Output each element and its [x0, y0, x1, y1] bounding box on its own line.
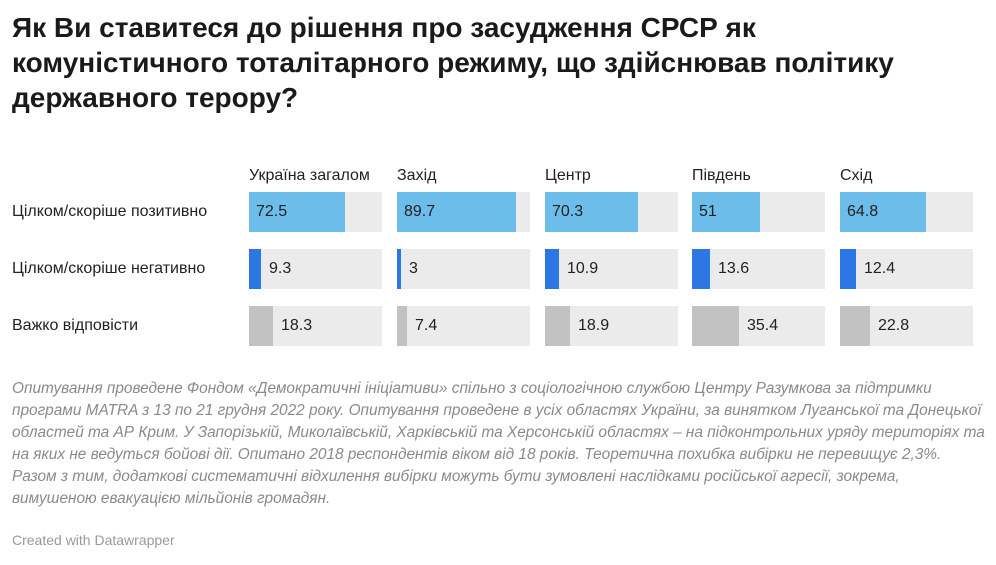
- bar: [397, 306, 407, 346]
- bar: [397, 192, 516, 232]
- bar: [545, 306, 570, 346]
- value-label: 64.8: [847, 203, 879, 220]
- bar: [692, 249, 710, 289]
- bar-cell: 22.8: [840, 306, 973, 346]
- bar: [249, 306, 273, 346]
- value-label: 10.9: [567, 260, 599, 277]
- column-header: Схід: [840, 167, 873, 184]
- bar-cell: 35.4: [692, 306, 825, 346]
- bar-cell: 70.3: [545, 192, 678, 232]
- bar: [840, 192, 926, 232]
- column-header: Центр: [545, 167, 591, 184]
- bar-cell: 64.8: [840, 192, 973, 232]
- bar-cell: 7.4: [397, 306, 530, 346]
- row-label: Цілком/скоріше позитивно: [12, 203, 208, 220]
- column-header: Захід: [397, 167, 437, 184]
- bar: [692, 192, 760, 232]
- value-label: 7.4: [415, 317, 438, 334]
- value-label: 12.4: [864, 260, 896, 277]
- bar: [692, 306, 739, 346]
- bar: [545, 192, 638, 232]
- value-label: 22.8: [878, 317, 910, 334]
- column-header: Україна загалом: [249, 167, 370, 184]
- bar-cell: 89.7: [397, 192, 530, 232]
- value-label: 51: [699, 203, 717, 220]
- value-label: 72.5: [256, 203, 288, 220]
- bar: [249, 192, 345, 232]
- bar: [545, 249, 559, 289]
- bar-cell: 13.6: [692, 249, 825, 289]
- value-label: 89.7: [404, 203, 436, 220]
- bar: [249, 249, 261, 289]
- value-label: 35.4: [747, 317, 779, 334]
- column-header: Південь: [692, 167, 751, 184]
- chart-title: Як Ви ставитеся до рішення про засудженн…: [12, 12, 894, 113]
- bar-cell: 51: [692, 192, 825, 232]
- bar-cell: 72.5: [249, 192, 382, 232]
- row-label: Цілком/скоріше негативно: [12, 260, 206, 277]
- bar-cell: 3: [397, 249, 530, 289]
- value-label: 18.9: [578, 317, 610, 334]
- value-label: 18.3: [281, 317, 313, 334]
- bar-cell: 18.3: [249, 306, 382, 346]
- survey-note: Опитування проведене Фондом «Демократичн…: [12, 380, 985, 507]
- datawrapper-credit[interactable]: Created with Datawrapper: [12, 532, 175, 548]
- bar: [840, 249, 856, 289]
- value-label: 3: [409, 260, 418, 277]
- value-label: 13.6: [718, 260, 750, 277]
- bar-cell: 18.9: [545, 306, 678, 346]
- value-label: 9.3: [269, 260, 292, 277]
- bar: [840, 306, 870, 346]
- value-label: 70.3: [552, 203, 584, 220]
- bar: [397, 249, 401, 289]
- bar-cell: 9.3: [249, 249, 382, 289]
- row-label: Важко відповісти: [12, 317, 139, 334]
- bar-cell: 12.4: [840, 249, 973, 289]
- bar-cell: 10.9: [545, 249, 678, 289]
